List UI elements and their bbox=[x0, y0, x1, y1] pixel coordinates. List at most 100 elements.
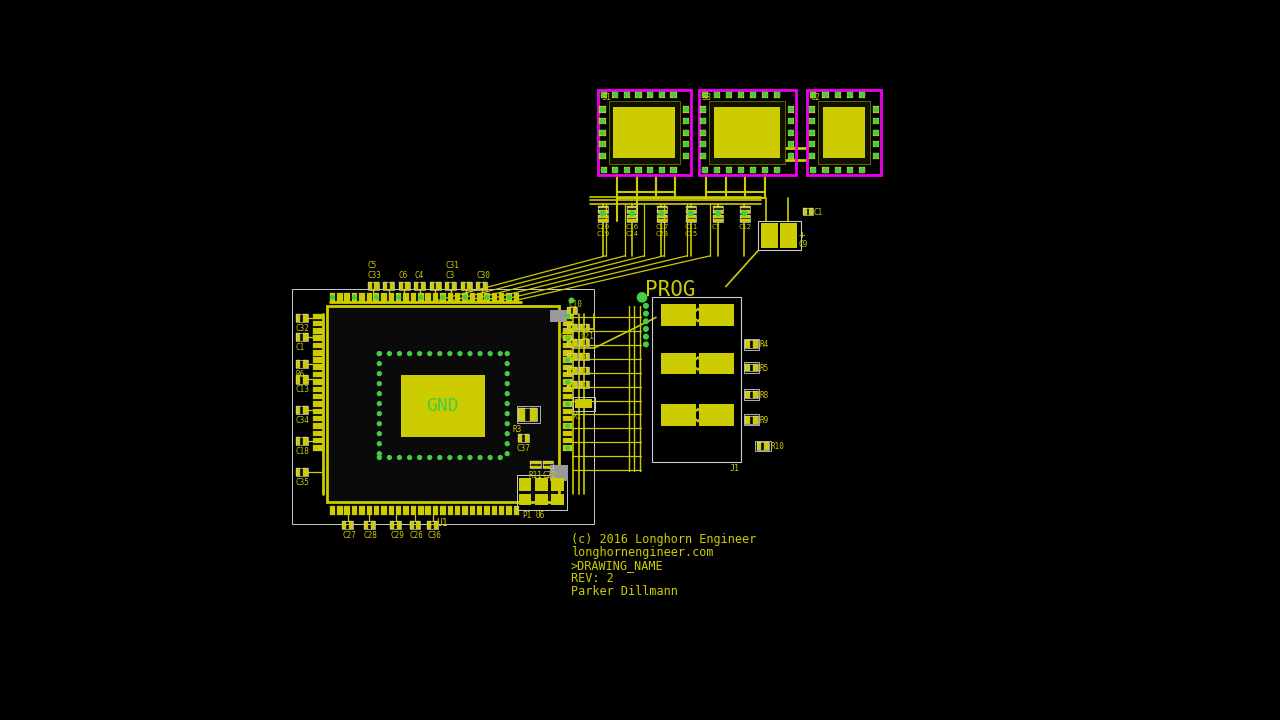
Bar bbox=[470, 506, 475, 516]
Bar bbox=[563, 379, 572, 384]
Text: (c) 2016 Longhorn Engineer: (c) 2016 Longhorn Engineer bbox=[571, 533, 756, 546]
Circle shape bbox=[378, 442, 381, 446]
Bar bbox=[428, 521, 438, 529]
Bar bbox=[476, 282, 480, 289]
Bar bbox=[507, 506, 512, 516]
Bar bbox=[430, 282, 440, 289]
Text: C6: C6 bbox=[398, 271, 408, 280]
Circle shape bbox=[788, 142, 794, 146]
Circle shape bbox=[659, 211, 664, 216]
Bar bbox=[750, 167, 756, 174]
Bar bbox=[740, 215, 750, 222]
Bar bbox=[352, 293, 357, 302]
Bar bbox=[296, 333, 301, 341]
Bar bbox=[823, 91, 828, 98]
Bar bbox=[416, 521, 420, 529]
Bar bbox=[411, 506, 416, 516]
Bar bbox=[686, 220, 696, 222]
Text: R11: R11 bbox=[529, 472, 543, 480]
Bar bbox=[699, 305, 733, 326]
Bar bbox=[671, 167, 677, 174]
Bar bbox=[686, 210, 696, 212]
Bar bbox=[627, 206, 637, 208]
Bar bbox=[314, 365, 323, 370]
Circle shape bbox=[625, 93, 630, 97]
Text: C1: C1 bbox=[296, 343, 305, 352]
Bar bbox=[563, 423, 572, 428]
Circle shape bbox=[874, 153, 878, 158]
Bar bbox=[403, 293, 408, 302]
Bar bbox=[563, 438, 572, 444]
Bar bbox=[612, 167, 618, 174]
Bar bbox=[445, 282, 456, 289]
Circle shape bbox=[860, 168, 865, 173]
Text: X1: X1 bbox=[573, 412, 582, 421]
Bar bbox=[396, 293, 402, 302]
Bar bbox=[303, 406, 308, 415]
Bar bbox=[699, 353, 733, 374]
Bar bbox=[563, 336, 572, 341]
Circle shape bbox=[751, 93, 755, 97]
Circle shape bbox=[742, 211, 746, 216]
Bar bbox=[434, 521, 438, 529]
Bar bbox=[859, 91, 865, 98]
Bar bbox=[600, 91, 607, 98]
Bar bbox=[573, 353, 577, 360]
Circle shape bbox=[506, 351, 509, 356]
Bar bbox=[873, 153, 879, 159]
Circle shape bbox=[600, 119, 605, 123]
Circle shape bbox=[506, 451, 509, 456]
Bar bbox=[714, 167, 719, 174]
Circle shape bbox=[378, 456, 381, 459]
Circle shape bbox=[506, 402, 509, 405]
Bar bbox=[713, 210, 723, 212]
Bar bbox=[686, 215, 696, 217]
Bar bbox=[740, 220, 750, 222]
Bar bbox=[470, 293, 475, 302]
Bar bbox=[360, 293, 365, 302]
Bar bbox=[598, 215, 608, 222]
Circle shape bbox=[684, 119, 689, 123]
Text: C5
C33: C5 C33 bbox=[367, 261, 381, 280]
Bar bbox=[580, 353, 589, 360]
Bar bbox=[745, 341, 758, 348]
Bar bbox=[573, 397, 595, 410]
Bar bbox=[518, 434, 529, 442]
Circle shape bbox=[566, 380, 570, 384]
Bar bbox=[567, 307, 571, 315]
Bar bbox=[499, 506, 504, 516]
Bar bbox=[756, 442, 762, 450]
Bar bbox=[477, 506, 483, 516]
Circle shape bbox=[625, 168, 630, 173]
Bar bbox=[753, 364, 758, 372]
Bar bbox=[303, 313, 308, 322]
Bar bbox=[563, 416, 572, 421]
Bar bbox=[762, 91, 768, 98]
Bar bbox=[744, 362, 759, 373]
Circle shape bbox=[506, 442, 509, 446]
Text: S3: S3 bbox=[701, 94, 712, 102]
Bar bbox=[406, 282, 410, 289]
Text: C21: C21 bbox=[580, 332, 594, 341]
Circle shape bbox=[636, 93, 641, 97]
Circle shape bbox=[684, 107, 689, 112]
Circle shape bbox=[701, 153, 705, 158]
Circle shape bbox=[823, 93, 828, 97]
Bar bbox=[627, 220, 637, 222]
Text: +: + bbox=[296, 469, 300, 474]
Bar bbox=[623, 91, 630, 98]
Circle shape bbox=[684, 142, 689, 146]
Circle shape bbox=[378, 382, 381, 385]
Text: +: + bbox=[296, 438, 300, 444]
Circle shape bbox=[613, 93, 618, 97]
Text: C7: C7 bbox=[712, 224, 721, 230]
Text: +: + bbox=[746, 342, 749, 347]
Bar bbox=[314, 394, 323, 400]
Bar bbox=[296, 360, 308, 368]
Bar bbox=[567, 353, 577, 360]
Text: J1: J1 bbox=[730, 464, 740, 474]
Text: +: + bbox=[296, 315, 300, 320]
Text: Parker Dillmann: Parker Dillmann bbox=[571, 585, 677, 598]
Circle shape bbox=[684, 153, 689, 158]
Bar bbox=[700, 153, 707, 159]
